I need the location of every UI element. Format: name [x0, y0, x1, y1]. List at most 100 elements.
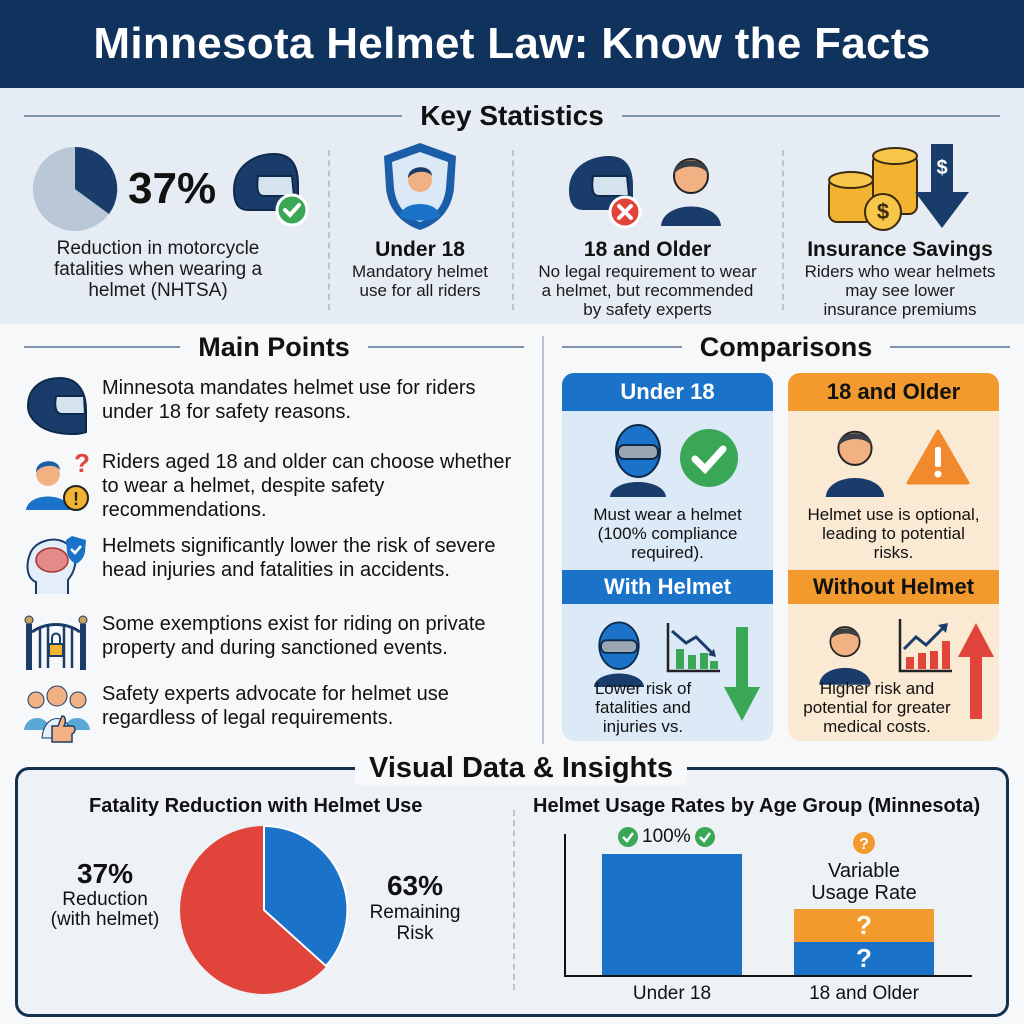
- card-heading: 18 and Older: [788, 373, 999, 411]
- check-circle-icon: [618, 827, 638, 847]
- stat-desc-line: Mandatory helmet: [351, 262, 489, 281]
- card-subheading: Without Helmet: [788, 570, 999, 604]
- pie-left-value: 37%: [76, 858, 134, 889]
- rising-chart-icon: [898, 619, 952, 673]
- card-line: injuries vs.: [602, 717, 684, 736]
- divider: [542, 336, 544, 744]
- comparison-card-under-18: Under 18 Must wear a helmet (100% compli…: [562, 373, 773, 741]
- card-line: (100% compliance: [597, 524, 738, 543]
- stat-desc-line: Reduction in motorcycle: [56, 238, 260, 259]
- point-line: property and during sanctioned events.: [102, 637, 448, 659]
- point-line: recommendations.: [102, 499, 267, 521]
- bar-top-label: 100%: [618, 826, 715, 848]
- bar-18-older-lower: ?: [794, 942, 934, 975]
- stat-desc-line: by safety experts: [583, 300, 712, 319]
- helmet-icon: [26, 376, 87, 435]
- main-point: Helmets significantly lower the risk of …: [22, 534, 532, 596]
- card-line: Helmet use is optional,: [807, 505, 980, 524]
- person-icon: [825, 430, 885, 498]
- divider: [513, 810, 515, 990]
- point-line: head injuries and fatalities in accident…: [102, 559, 450, 581]
- person-icon: [819, 626, 871, 685]
- pie-chart-title: Fatality Reduction with Helmet Use: [89, 795, 423, 817]
- point-line: Helmets significantly lower the risk of …: [102, 535, 496, 557]
- checkmark-icon: [680, 429, 738, 487]
- comparisons-title: Comparisons: [562, 330, 1011, 364]
- coins-dollar-down-icon: $ $: [828, 144, 969, 231]
- svg-text:!: !: [73, 489, 79, 509]
- experts-thumbs-up-icon: [24, 685, 90, 743]
- point-line: Some exemptions exist for riding on priv…: [102, 613, 486, 635]
- helmeted-rider-icon: [593, 621, 645, 687]
- stat-desc-line: No legal requirement to wear: [538, 262, 757, 281]
- stat-desc-line: Riders who wear helmets: [804, 262, 996, 281]
- person-icon: [661, 158, 721, 226]
- stat-fatality-reduction: 37% Reduction in motorcycle fatalities w…: [20, 138, 320, 318]
- variable-usage-label: Variable Usage Rate: [784, 860, 944, 904]
- arrow-up-icon: [958, 623, 994, 719]
- visual-data-title: Visual Data & Insights: [355, 752, 688, 785]
- pie-right-value: 63%: [386, 870, 444, 901]
- pie-right-line: Risk: [396, 923, 434, 944]
- main-point: Minnesota mandates helmet use for riders…: [22, 376, 532, 438]
- card-line: risks.: [873, 543, 914, 562]
- bar-under-18: [602, 854, 742, 975]
- arrow-down-icon: [724, 627, 760, 721]
- card-subheading: With Helmet: [562, 570, 773, 604]
- card-line: leading to potential: [822, 524, 965, 543]
- pie-left-line: Reduction: [62, 889, 148, 910]
- pie-right-label: 63% Remaining Risk: [360, 870, 470, 944]
- stat-desc-line: fatalities when wearing a: [53, 259, 263, 280]
- helmet-x-icon: [569, 156, 642, 229]
- card-line: Higher risk and: [819, 679, 935, 698]
- point-line: Minnesota mandates helmet use for riders: [102, 377, 476, 399]
- key-statistics-section: Key Statistics 37% Reduction in motorcyc…: [0, 88, 1024, 324]
- card-line: fatalities and: [595, 698, 691, 717]
- brain-shield-icon: [26, 536, 86, 594]
- card-line: Lower risk of: [594, 679, 692, 698]
- question-circle-icon: ?: [853, 832, 875, 854]
- bar-18-older-upper: ?: [794, 909, 934, 942]
- variable-line: Usage Rate: [811, 882, 917, 904]
- stat-desc-line: use for all riders: [359, 281, 481, 300]
- stat-heading: Insurance Savings: [807, 238, 993, 261]
- divider: [782, 150, 784, 310]
- card-line: Must wear a helmet: [593, 505, 742, 524]
- helmet-check-icon: [232, 152, 309, 227]
- stat-heading: Under 18: [375, 238, 465, 261]
- svg-text:?: ?: [74, 450, 90, 478]
- point-line: under 18 for safety reasons.: [102, 401, 352, 423]
- bar-chart-title: Helmet Usage Rates by Age Group (Minneso…: [533, 795, 981, 817]
- main-points-title: Main Points: [24, 330, 525, 364]
- main-point: Safety experts advocate for helmet use r…: [22, 682, 532, 744]
- stat-under-18: Under 18 Mandatory helmet use for all ri…: [330, 138, 510, 318]
- svg-text:?: ?: [859, 836, 869, 853]
- page-header: Minnesota Helmet Law: Know the Facts: [0, 0, 1024, 88]
- point-line: regardless of legal requirements.: [102, 707, 394, 729]
- warning-icon: [906, 429, 970, 485]
- key-statistics-title: Key Statistics: [24, 100, 1001, 132]
- shield-person-icon: [384, 143, 456, 230]
- comparison-card-18-and-older: 18 and Older Helmet use is optional, lea…: [788, 373, 999, 741]
- rider-question-icon: ? !: [26, 450, 90, 511]
- locked-gate-icon: [24, 615, 88, 670]
- page-title: Minnesota Helmet Law: Know the Facts: [93, 19, 931, 68]
- point-line: Riders aged 18 and older can choose whet…: [102, 451, 512, 473]
- stat-heading: 18 and Older: [583, 238, 712, 261]
- declining-chart-icon: [666, 623, 720, 673]
- card-heading: Under 18: [562, 373, 773, 411]
- svg-text:$: $: [936, 157, 947, 179]
- pie-left-label: 37% Reduction (with helmet): [40, 858, 170, 930]
- stat-insurance-savings: $ $ Insurance Savings Riders who wear he…: [785, 138, 1015, 319]
- card-line: potential for greater: [803, 698, 951, 717]
- point-line: to wear a helmet, despite safety: [102, 475, 385, 497]
- divider: [512, 150, 514, 310]
- svg-text:$: $: [877, 199, 889, 224]
- card-line: medical costs.: [823, 717, 931, 736]
- pie-chart: [180, 824, 349, 994]
- stat-desc-line: insurance premiums: [823, 300, 977, 319]
- helmeted-rider-icon: [610, 424, 666, 497]
- main-point: Some exemptions exist for riding on priv…: [22, 612, 532, 674]
- card-line: required).: [631, 543, 704, 562]
- point-line: Safety experts advocate for helmet use: [102, 683, 449, 705]
